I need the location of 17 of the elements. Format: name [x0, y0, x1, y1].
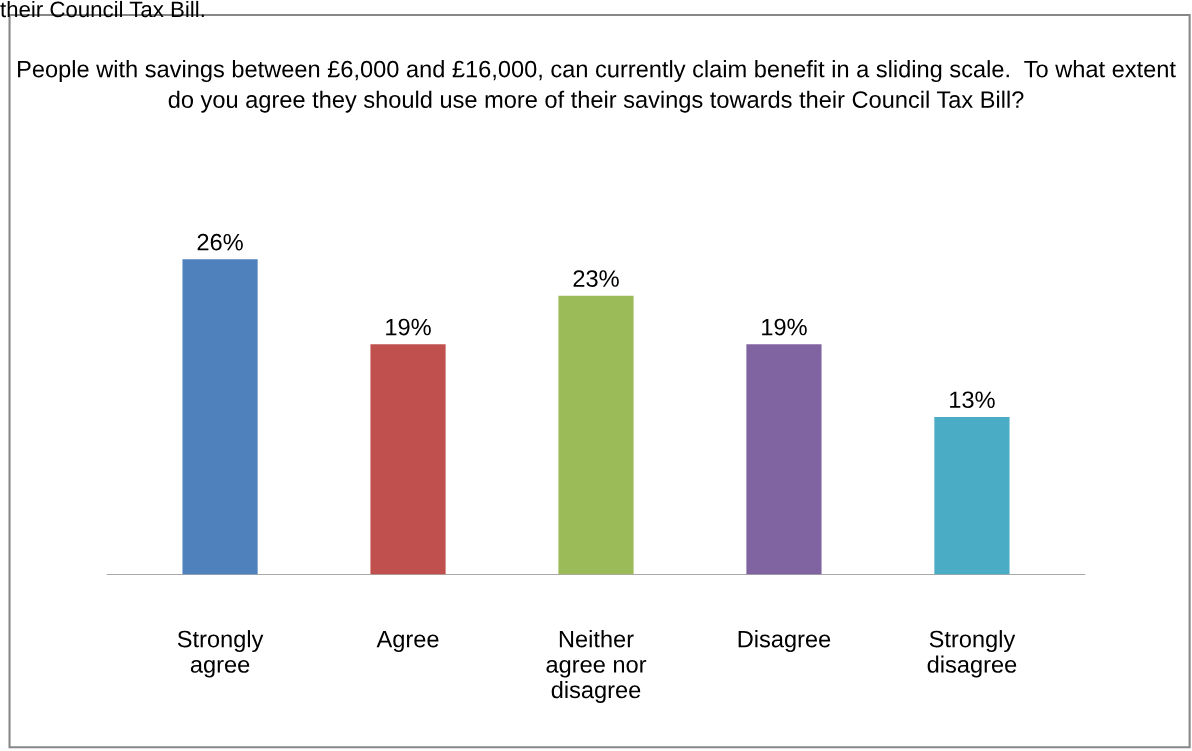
bar	[934, 416, 1010, 575]
bar	[746, 344, 822, 575]
x-tick-label: Agree	[376, 630, 439, 653]
data-label: 13%	[950, 391, 995, 409]
bar	[370, 344, 446, 575]
data-label: 26%	[197, 233, 243, 251]
data-label: 19%	[386, 318, 431, 336]
x-tick-label: Strongly disagree	[927, 630, 1017, 678]
text: their Council Tax Bill.	[0, 0, 204, 18]
bar	[182, 259, 258, 575]
x-tick-label: Strongly agree	[177, 630, 264, 678]
data-label: 19%	[762, 318, 807, 336]
x-tick-label: Neither agree nor disagree	[546, 630, 647, 703]
x-tick-label: Disagree	[738, 630, 831, 653]
bar	[558, 295, 634, 575]
data-label: 23%	[573, 270, 619, 287]
chart-title: People with savings between £6,000 and £16,000, can currently claim benefit in a sliding scale. To what extent do you agree they should use more of their savings towards their Council Tax Bill?	[18, 60, 1176, 113]
